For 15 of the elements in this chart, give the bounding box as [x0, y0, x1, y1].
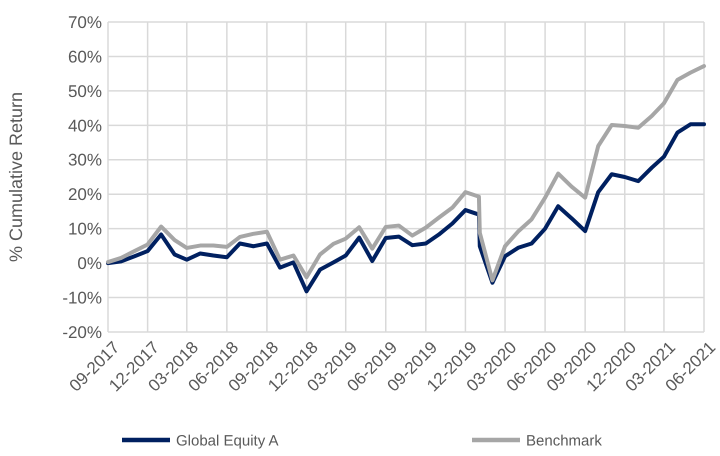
y-axis-title: % Cumulative Return — [6, 92, 26, 262]
y-tick-label: 50% — [68, 82, 102, 101]
line-series — [106, 64, 706, 282]
y-tick-label: 10% — [68, 220, 102, 239]
line-series — [106, 122, 706, 294]
y-tick-label: 20% — [68, 185, 102, 204]
y-tick-label: 30% — [68, 150, 102, 170]
y-tick-label: 40% — [68, 116, 102, 136]
y-tick-label: 60% — [68, 47, 102, 66]
legend-label: Benchmark — [526, 432, 602, 450]
y-tick-label: 0% — [77, 254, 102, 274]
y-tick-label: -20% — [62, 322, 102, 342]
y-tick-label: -10% — [62, 288, 102, 308]
y-tick-label: 70% — [68, 12, 102, 32]
legend-label: Global Equity A — [176, 432, 279, 450]
